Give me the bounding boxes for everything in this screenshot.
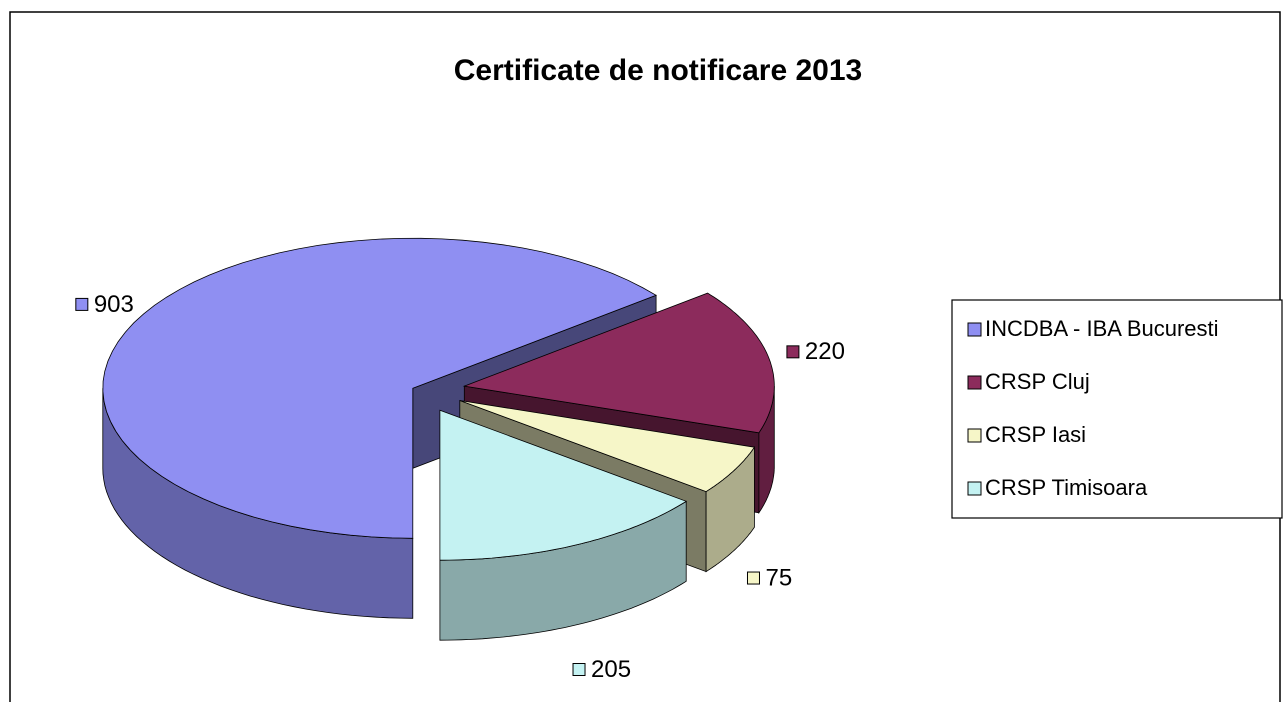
pie [102,237,775,641]
data-label-swatch [75,297,89,311]
data-label: 75 [765,564,792,591]
slice-side-shade [758,386,775,513]
data-label-swatch [572,663,586,677]
legend-label: CRSP Iasi [985,422,1086,447]
legend-swatch [967,481,982,496]
slice [462,292,775,434]
slice-side-shade [439,501,687,641]
data-label-swatch [746,571,760,585]
data-label-swatch [786,345,800,359]
legend-label: CRSP Cluj [985,369,1090,394]
legend-swatch [967,428,982,443]
slice [439,409,688,561]
data-label: 903 [94,291,134,318]
data-label: 220 [805,338,845,365]
legend-label: INCDBA - IBA Bucuresti [985,316,1219,341]
slice [459,400,756,493]
slice [102,237,658,539]
legend-swatch [967,322,982,337]
chart-title: Certificate de notificare 2013 [454,54,863,87]
legend-swatch [967,375,982,390]
slice-side-shade [102,388,413,619]
data-label: 205 [591,656,631,683]
slice-side-shade [706,447,755,572]
legend-label: CRSP Timisoara [985,475,1148,500]
legend-box [951,299,1283,519]
